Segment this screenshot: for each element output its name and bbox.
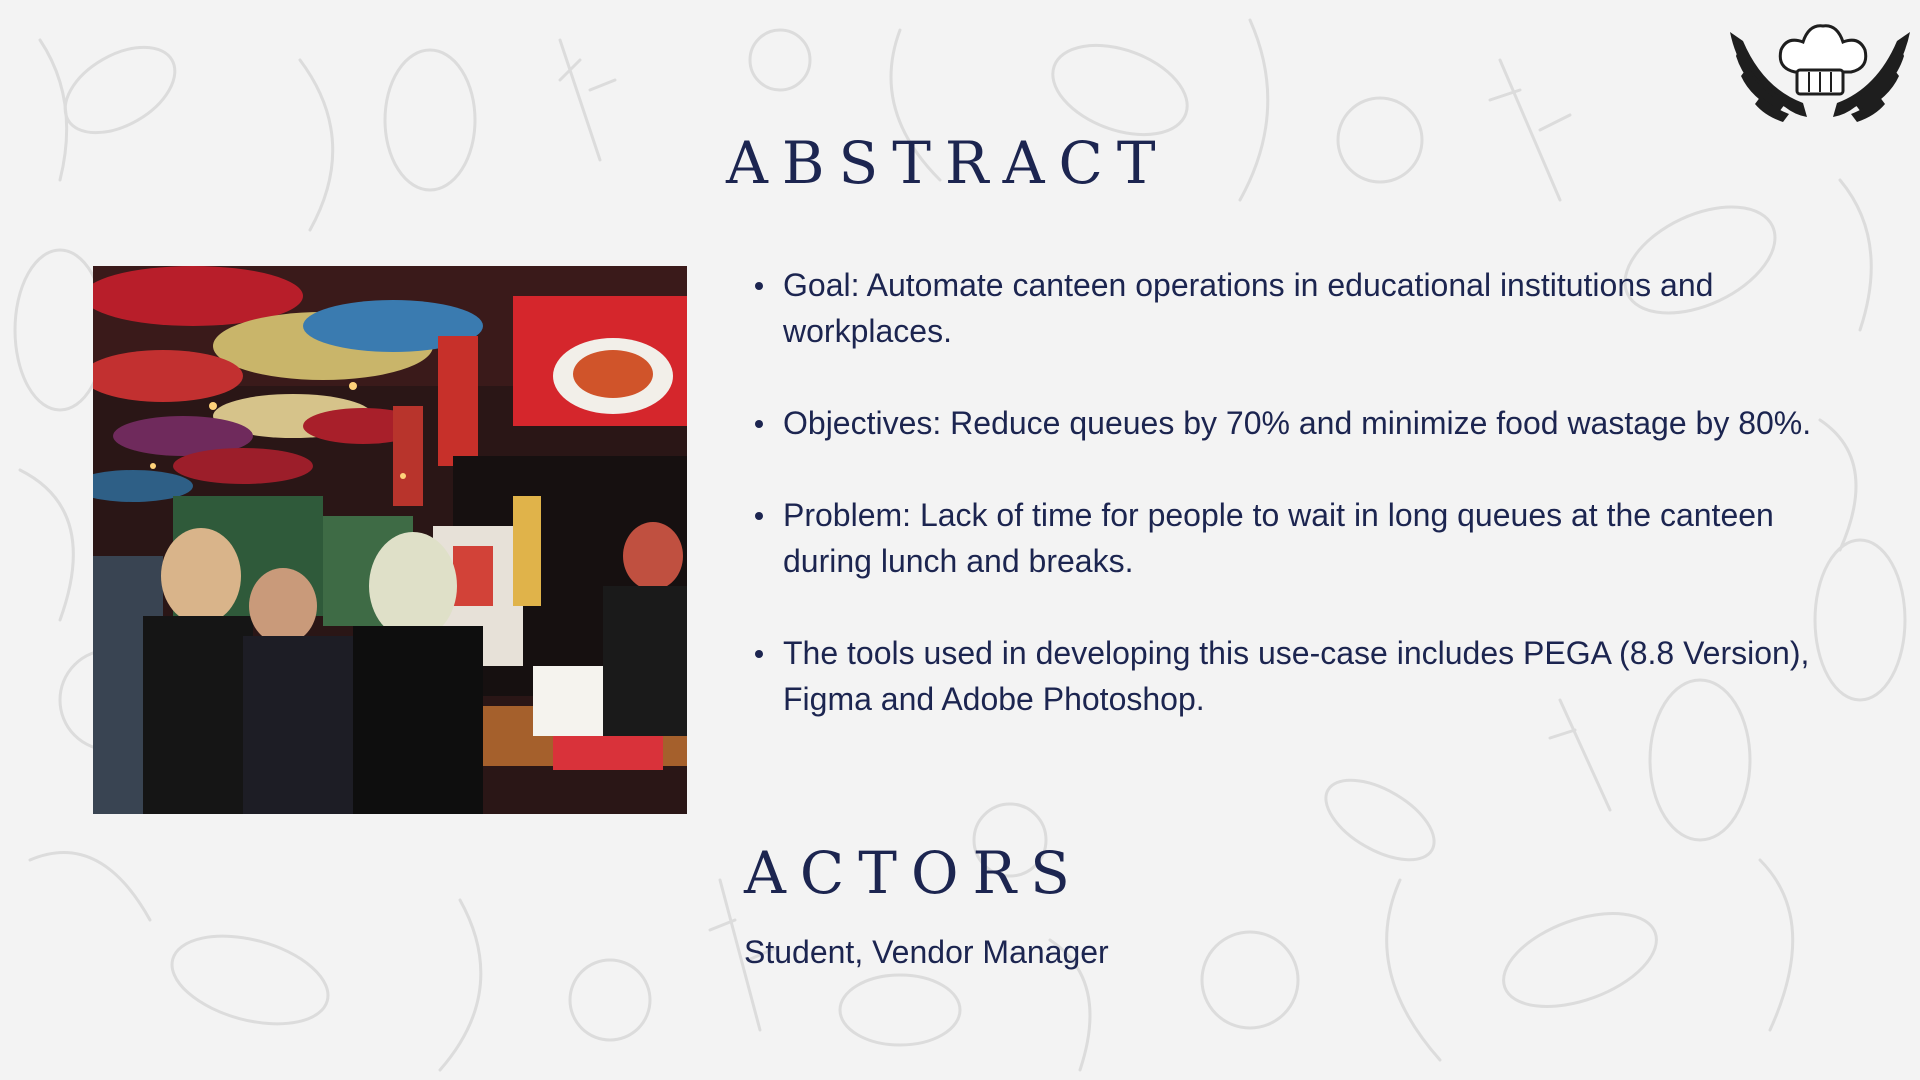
abstract-title: ABSTRACT <box>726 129 1170 197</box>
actors-title: ACTORS <box>744 839 1084 907</box>
canteen-photo <box>93 266 687 814</box>
bullet-goal: Goal: Automate canteen operations in edu… <box>752 262 1852 354</box>
bullet-problem: Problem: Lack of time for people to wait… <box>752 492 1852 584</box>
abstract-bullet-list: Goal: Automate canteen operations in edu… <box>752 262 1852 768</box>
chef-hat-wings-icon <box>1730 24 1910 122</box>
bullet-objectives: Objectives: Reduce queues by 70% and min… <box>752 400 1852 446</box>
bullet-tools: The tools used in developing this use-ca… <box>752 630 1852 722</box>
actors-list: Student, Vendor Manager <box>744 934 1109 970</box>
